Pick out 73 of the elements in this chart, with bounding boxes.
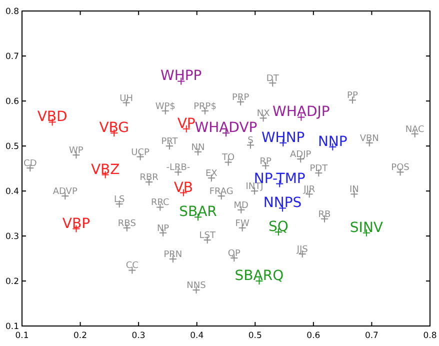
data-label: LS <box>114 195 125 206</box>
data-label: PRP$ <box>194 102 216 112</box>
data-label: VBD <box>37 109 68 126</box>
data-label: NAC <box>405 124 424 135</box>
data-label: -LRB- <box>166 163 190 174</box>
data-label: PRN <box>164 250 182 260</box>
data-label: QP <box>228 249 241 260</box>
data-label: DT <box>266 74 280 84</box>
y-tick-label: 0.7 <box>5 52 19 62</box>
data-label: POS <box>391 163 410 174</box>
data-label: VBG <box>99 120 129 136</box>
x-tick-label: 0.6 <box>306 331 320 341</box>
data-label: NNS <box>186 281 206 291</box>
x-tick-label: 0.3 <box>132 331 146 341</box>
y-tick-label: 0.1 <box>5 322 19 332</box>
data-label: SBAR <box>179 204 218 220</box>
data-label: RP <box>260 156 272 167</box>
data-label: SBARQ <box>234 268 284 284</box>
y-tick-label: 0.2 <box>5 277 19 287</box>
x-tick-label: 0.4 <box>190 331 204 341</box>
data-label: EX <box>206 168 218 179</box>
data-label: WP$ <box>155 102 176 112</box>
data-label: NN <box>191 142 205 153</box>
data-label: RRC <box>150 198 170 208</box>
y-tick-label: 0.6 <box>5 97 19 107</box>
data-label: FW <box>235 218 250 229</box>
data-label: WP <box>69 146 84 156</box>
x-tick-label: 0.5 <box>248 331 262 341</box>
data-label: ADJP <box>290 150 312 160</box>
data-label: CC <box>126 261 138 272</box>
data-label: MD <box>234 200 249 211</box>
data-label: NNPS <box>263 195 302 212</box>
data-label: PRT <box>161 137 178 147</box>
x-tick-label: 0.2 <box>74 331 88 341</box>
data-label: ADVP <box>52 186 78 197</box>
data-label: INTJ <box>246 182 264 192</box>
data-label: VP <box>177 116 196 132</box>
data-label: WHADJP <box>272 104 330 120</box>
data-label: NNP <box>318 134 348 150</box>
data-label: PRP <box>232 92 250 103</box>
data-label: IN <box>350 185 359 196</box>
data-label: UH <box>120 94 134 104</box>
data-label: VBP <box>62 216 90 232</box>
data-label: RBR <box>140 173 158 183</box>
y-tick-label: 0.5 <box>5 142 19 152</box>
data-label: LST <box>199 231 216 242</box>
data-label: SQ <box>268 218 288 235</box>
x-tick-label: 0.1 <box>15 331 29 341</box>
data-label: NX <box>256 109 270 120</box>
data-label: CD <box>24 159 37 170</box>
data-label: S <box>248 136 254 146</box>
data-label: SINV <box>350 220 384 236</box>
data-label: WHADVP <box>194 120 258 136</box>
data-label: PDT <box>310 164 328 174</box>
data-label: JJR <box>302 185 316 196</box>
data-label: WHNP <box>261 130 305 146</box>
y-tick-label: 0.4 <box>5 187 19 197</box>
data-label: UCP <box>131 148 150 158</box>
x-tick-label: 0.7 <box>364 331 378 341</box>
data-label: JJS <box>296 245 308 255</box>
data-label: TO <box>221 153 235 164</box>
x-tick-label: 0.8 <box>423 331 437 341</box>
data-label: RB <box>318 210 331 220</box>
data-label: FRAG <box>209 186 234 197</box>
data-label: VBN <box>360 134 379 144</box>
data-label: WHPP <box>160 68 202 84</box>
data-label: NP <box>156 224 170 234</box>
data-label: RBS <box>118 218 136 229</box>
data-label: VB <box>174 180 194 196</box>
data-label: VBZ <box>90 162 120 178</box>
y-tick-label: 0.3 <box>5 232 19 242</box>
data-label: PP <box>347 91 358 102</box>
y-tick-label: 0.8 <box>5 7 19 17</box>
